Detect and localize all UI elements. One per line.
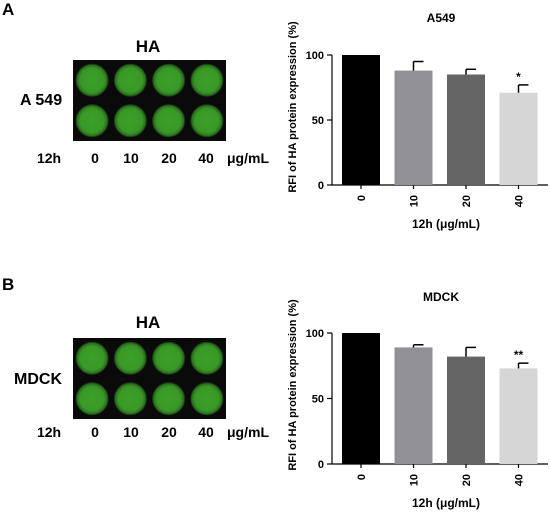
plate-well <box>152 63 186 97</box>
plate-well <box>152 104 186 138</box>
panel-letter-a: A <box>2 0 15 19</box>
y-axis-label: RFI of HA protein expression (%) <box>287 299 299 471</box>
x-tick-label: 10 <box>409 474 421 486</box>
plate-well <box>75 63 109 97</box>
dose-label: 0 <box>91 150 99 166</box>
y-tick-label: 50 <box>312 394 324 406</box>
significance-marker: ** <box>514 348 524 362</box>
bar <box>342 55 380 185</box>
y-axis-label: RFI of HA protein expression (%) <box>287 21 299 193</box>
bar <box>394 70 433 185</box>
well-plate-image-a <box>73 60 226 141</box>
y-tick-label: 0 <box>318 459 324 471</box>
time-label: 12h <box>36 150 62 166</box>
x-axis-label: 12h (μg/mL) <box>412 496 480 510</box>
dose-row-b: 12h 0 10 20 40 μg/mL <box>0 424 300 444</box>
plate-well <box>75 382 109 416</box>
dose-label: 10 <box>123 424 139 440</box>
well-plate-image-b <box>73 338 226 419</box>
x-tick-label: 20 <box>461 195 473 207</box>
plate-well <box>113 63 147 97</box>
unit-label: μg/mL <box>226 150 270 166</box>
plate-title-a: HA <box>135 37 161 56</box>
unit-label: μg/mL <box>226 424 270 440</box>
dose-label: 40 <box>198 424 214 440</box>
plate-well <box>113 341 147 375</box>
bar <box>342 333 380 464</box>
dose-label: 20 <box>161 150 177 166</box>
panel-letter-b: B <box>2 275 15 294</box>
plate-title-b: HA <box>135 313 161 332</box>
cell-line-label-b: MDCK <box>14 371 62 388</box>
dose-label: 40 <box>198 150 214 166</box>
plate-well <box>152 341 186 375</box>
y-tick-label: 50 <box>312 115 324 127</box>
bar <box>447 356 485 464</box>
dose-label: 20 <box>161 424 177 440</box>
x-tick-label: 0 <box>356 474 368 480</box>
x-tick-label: 40 <box>514 474 526 486</box>
plate-well <box>152 382 186 416</box>
bar <box>499 368 538 464</box>
dose-label: 10 <box>123 150 139 166</box>
x-tick-label: 0 <box>356 195 368 201</box>
chart-title: A549 <box>427 11 456 25</box>
bar <box>447 74 485 185</box>
plate-well <box>190 104 224 138</box>
cell-line-label-a: A 549 <box>20 92 63 109</box>
significance-marker: * <box>516 70 521 84</box>
x-axis-label: 12h (μg/mL) <box>412 217 480 231</box>
dose-row-a: 12h 0 10 20 40 μg/mL <box>0 150 300 170</box>
plate-well <box>75 341 109 375</box>
chart-title: MDCK <box>423 290 459 304</box>
plate-well <box>190 63 224 97</box>
y-tick-label: 0 <box>318 180 324 192</box>
time-label: 12h <box>36 424 62 440</box>
x-tick-label: 20 <box>461 474 473 486</box>
plate-well <box>113 104 147 138</box>
plate-well <box>190 341 224 375</box>
x-tick-label: 40 <box>514 195 526 207</box>
plate-well <box>75 104 109 138</box>
bar <box>499 92 538 185</box>
x-tick-label: 10 <box>409 195 421 207</box>
y-tick-label: 100 <box>306 328 324 340</box>
y-tick-label: 100 <box>306 50 324 62</box>
bar <box>394 347 433 464</box>
plate-well <box>113 382 147 416</box>
plate-well <box>190 382 224 416</box>
dose-label: 0 <box>91 424 99 440</box>
